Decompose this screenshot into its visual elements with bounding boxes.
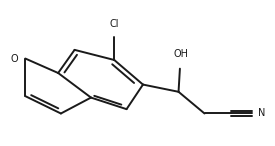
Text: O: O (10, 54, 18, 64)
Text: Cl: Cl (109, 19, 119, 29)
Text: OH: OH (174, 49, 189, 59)
Text: N: N (258, 108, 266, 119)
